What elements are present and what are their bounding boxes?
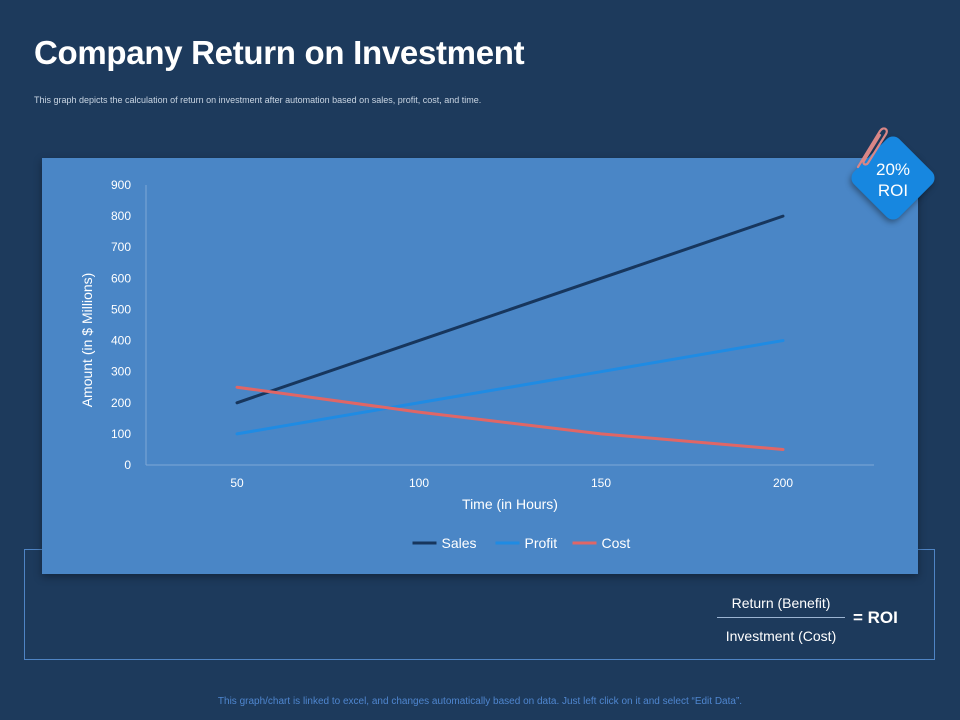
badge-value: 20% xyxy=(875,160,911,179)
badge-label: ROI xyxy=(877,181,909,200)
series-line-cost xyxy=(235,385,785,451)
y-tick-label: 400 xyxy=(111,334,131,348)
y-tick-label: 600 xyxy=(111,271,131,285)
legend-label-cost: Cost xyxy=(602,535,631,551)
chart-panel[interactable]: 0 100 200 300 400 500 600 700 800 900 50 100 150 200 T… xyxy=(42,158,918,574)
page-title: Company Return on Investment xyxy=(34,34,525,71)
footer-note: This graph/chart is linked to excel, and… xyxy=(217,696,743,707)
formula-numerator: Return (Benefit) xyxy=(731,595,831,611)
formula-fraction-line xyxy=(717,617,845,618)
y-tick-label: 800 xyxy=(111,209,131,223)
formula-result: = ROI xyxy=(853,608,898,627)
y-axis-title: Amount (in $ Millions) xyxy=(79,273,95,408)
x-tick-label: 100 xyxy=(409,476,429,490)
legend-label-profit: Profit xyxy=(525,535,558,551)
formula-denominator: Investment (Cost) xyxy=(725,628,837,644)
y-tick-label: 100 xyxy=(111,427,131,441)
badge-text: 20% ROI xyxy=(848,159,938,201)
y-tick-label: 700 xyxy=(111,240,131,254)
series-line-profit xyxy=(235,339,785,436)
x-axis-title: Time (in Hours) xyxy=(462,496,558,512)
x-tick-label: 50 xyxy=(230,476,244,490)
x-tick-label: 200 xyxy=(773,476,793,490)
series-line-sales xyxy=(235,214,785,405)
y-tick-label: 200 xyxy=(111,396,131,410)
y-tick-label: 300 xyxy=(111,365,131,379)
y-tick-label: 500 xyxy=(111,302,131,316)
roi-badge: 20% ROI xyxy=(847,127,939,224)
y-tick-label: 900 xyxy=(111,178,131,192)
paperclip-icon xyxy=(856,127,888,169)
line-chart[interactable]: 0 100 200 300 400 500 600 700 800 900 50 100 150 200 T… xyxy=(42,158,918,574)
y-tick-label: 0 xyxy=(124,458,131,472)
x-tick-label: 150 xyxy=(591,476,611,490)
legend-label-sales: Sales xyxy=(442,535,477,551)
page-subtitle: This graph depicts the calculation of re… xyxy=(34,95,482,105)
